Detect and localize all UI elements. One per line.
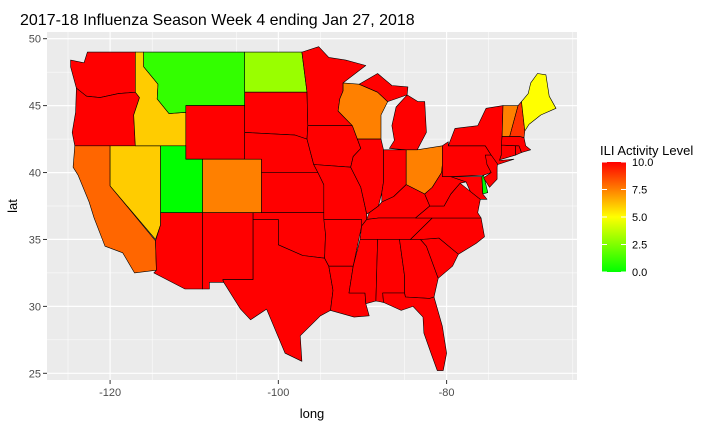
y-tick-label: 45 — [29, 101, 41, 113]
y-tick-label: 30 — [29, 301, 41, 313]
state-nm — [202, 212, 254, 290]
legend-title: ILI Activity Level — [600, 143, 693, 158]
state-ms — [348, 239, 378, 305]
x-axis-label: long — [300, 406, 325, 421]
state-sd — [244, 91, 309, 140]
state-me — [521, 73, 557, 132]
y-tick-label: 25 — [29, 368, 41, 380]
y-tick-label: 40 — [29, 168, 41, 180]
legend: ILI Activity Level 0.0 2.5 5.0 7.5 10.0 — [600, 143, 693, 279]
y-axis-label: lat — [5, 199, 20, 213]
legend-tick-label: 5.0 — [632, 212, 647, 224]
y-tick-label: 50 — [29, 34, 41, 46]
state-fl — [382, 292, 447, 371]
state-ks — [261, 172, 325, 213]
x-tick-label: -80 — [439, 387, 455, 399]
x-tick-label: -100 — [267, 387, 289, 399]
state-pa — [442, 141, 492, 177]
state-nd — [244, 51, 308, 93]
axes: -120 -100 -80 25 30 35 40 45 50 — [29, 34, 455, 399]
x-tick-label: -120 — [99, 387, 121, 399]
y-tick-label: 35 — [29, 234, 41, 246]
state-mi — [358, 73, 409, 102]
state-or — [71, 87, 140, 147]
state-wy — [185, 105, 245, 160]
state-co — [202, 158, 262, 213]
legend-ticks: 0.0 2.5 5.0 7.5 10.0 — [602, 157, 653, 279]
chart-title: 2017-18 Influenza Season Week 4 ending J… — [20, 12, 415, 29]
legend-tick-label: 7.5 — [632, 185, 647, 197]
state-polygons — [70, 46, 557, 371]
legend-tick-label: 10.0 — [632, 157, 653, 169]
legend-tick-label: 0.0 — [632, 267, 647, 279]
legend-tick-label: 2.5 — [632, 240, 647, 252]
